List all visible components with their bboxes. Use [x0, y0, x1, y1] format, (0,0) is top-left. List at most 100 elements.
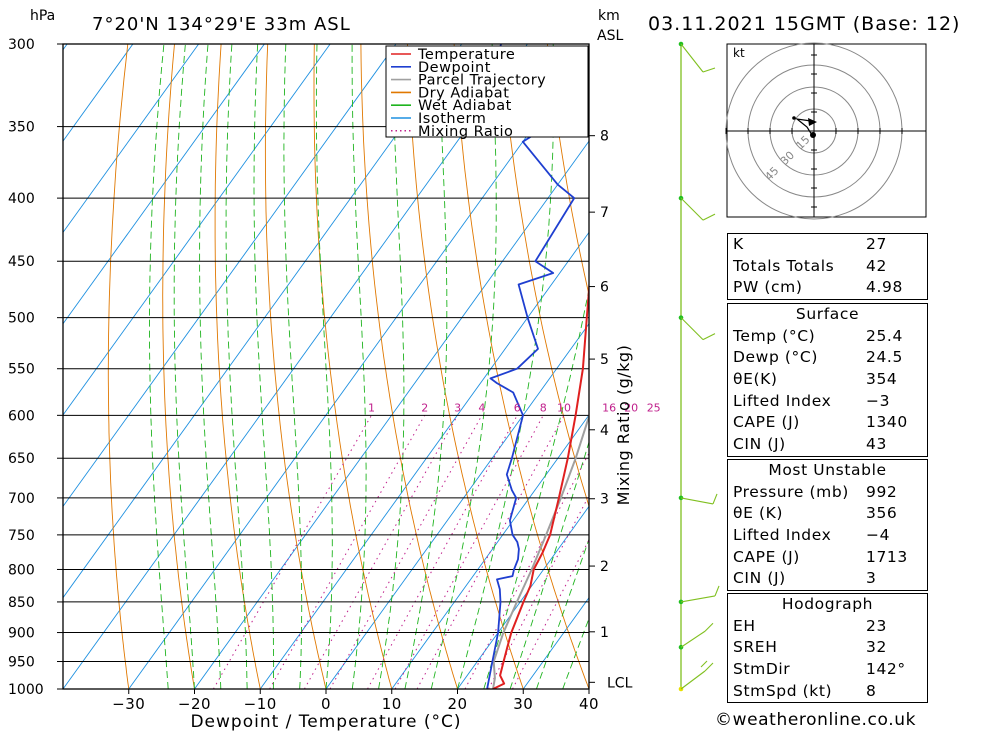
dry-adiabat-line: [107, 44, 130, 689]
most-unstable-row: CIN (J) 3: [728, 568, 927, 590]
index-label: Pressure (mb): [733, 482, 849, 501]
mixing-ratio-label: 4: [478, 401, 485, 414]
index-label: StmSpd (kt): [733, 681, 833, 700]
index-label: CAPE (J): [733, 413, 800, 432]
mixing-ratio-line: [303, 415, 459, 689]
datetime-title: 03.11.2021 15GMT (Base: 12): [648, 13, 960, 35]
wet-adiabat-line: [562, 617, 589, 689]
hodograph-point: [792, 116, 796, 120]
isotherm-line: [194, 140, 589, 689]
height-tick-label: 5: [600, 352, 609, 368]
temperature-tick-label: 0: [321, 695, 331, 713]
x-axis-title: Dewpoint / Temperature (°C): [190, 712, 461, 732]
temperature-tick-label: 40: [579, 695, 599, 713]
isotherm-line: [0, 44, 1, 689]
dry-adiabat-line: [214, 44, 261, 689]
wet-adiabat-line: [173, 44, 195, 689]
isotherm-line: [325, 322, 589, 689]
pressure-tick-label: 300: [8, 37, 35, 53]
index-value: 23: [866, 616, 887, 635]
wind-barb-shaft: [680, 497, 714, 505]
index-row-totals: Totals Totals 42: [728, 256, 927, 278]
pressure-tick-label: 750: [8, 528, 35, 544]
pressure-tick-label: 950: [8, 655, 35, 671]
hodograph-row: StmSpd (kt) 8: [728, 681, 927, 703]
index-value: 43: [866, 435, 887, 454]
most-unstable-box: Most Unstable Pressure (mb) 992 θE (K) 356…: [727, 459, 928, 592]
index-label: CIN (J): [733, 435, 786, 454]
credit-link[interactable]: ©weatheronline.co.uk: [715, 710, 917, 730]
index-value: 356: [866, 504, 898, 523]
hodograph-trace: [794, 118, 813, 136]
legend-label: Dry Adiabat: [418, 85, 509, 101]
index-value: −4: [866, 526, 891, 545]
hodograph-row: StmDir 142°: [728, 659, 927, 681]
index-value: 142°: [866, 660, 906, 679]
pressure-tick-label: 500: [8, 311, 35, 327]
legend-label: Parcel Trajectory: [418, 73, 546, 89]
hodograph-indices-box: Hodograph EH 23 SREH 32 StmDir 142° StmSpd …: [727, 593, 928, 704]
mixing-ratio-label: 25: [647, 401, 661, 414]
pressure-axis: 300 350 400 450 500 550 600 650 700 750 800 850 900 9…: [8, 37, 63, 698]
index-value: 42: [866, 256, 887, 275]
wind-barb-shaft: [680, 630, 706, 648]
dry-adiabat-line: [920, 44, 1000, 689]
mixing-ratio-label: 1: [368, 401, 375, 414]
surface-title: Surface: [795, 305, 860, 323]
most-unstable-row: Lifted Index −4: [728, 525, 927, 547]
index-value: −3: [866, 391, 891, 410]
lcl-label: LCL: [607, 675, 633, 691]
general-indices-box: K 27 Totals Totals 42 PW (cm) 4.98: [727, 233, 928, 301]
dry-adiabat-line: [546, 44, 589, 297]
hodograph-row: SREH 32: [728, 637, 927, 659]
profile-dewpoint: [483, 44, 576, 689]
sounding-profiles: [483, 44, 589, 689]
wind-barb-shaft: [680, 317, 704, 341]
temperature-tick-label: 20: [447, 695, 467, 713]
index-label: Lifted Index: [733, 391, 832, 410]
temperature-tick-label: −30: [112, 695, 145, 713]
wind-barb-shaft: [680, 670, 706, 690]
wind-barb-shaft: [680, 197, 704, 221]
isotherm-line: [63, 44, 463, 599]
index-label: θE(K): [733, 370, 778, 389]
mixing-ratio-label: 2: [421, 401, 428, 414]
wind-barb-flag: [704, 622, 714, 632]
wet-adiabat-line: [225, 44, 248, 689]
mixing-ratio-axis-title: Mixing Ratio (g/kg): [614, 345, 633, 506]
temperature-tick-label: 10: [382, 695, 402, 713]
mixing-ratio-line: [394, 415, 544, 689]
pressure-tick-label: 350: [8, 120, 35, 136]
index-label: PW (cm): [733, 278, 803, 297]
height-tick-label: 6: [600, 280, 609, 296]
index-row-pw: PW (cm) 4.98: [728, 277, 927, 299]
mixing-ratio-line: [329, 415, 483, 689]
surface-row: Dewp (°C) 24.5: [728, 347, 927, 369]
index-value: 1713: [866, 547, 908, 566]
most-unstable-row: θE (K) 356: [728, 503, 927, 525]
mixing-ratio-label: 6: [514, 401, 521, 414]
index-label: K: [733, 235, 744, 253]
wind-barb-flag: [702, 333, 716, 341]
wet-adiabat-line: [457, 44, 555, 689]
height-tick-label: 4: [600, 423, 609, 439]
index-value: 354: [866, 370, 898, 389]
km-unit-label: km: [598, 8, 620, 24]
index-value: 4.98: [866, 278, 903, 297]
height-tick-label: 1: [600, 625, 609, 641]
height-axis: 8 7 6 5 4 3 2 1 LCL: [589, 129, 633, 691]
isotherm-line: [457, 505, 589, 689]
pressure-tick-label: 900: [8, 626, 35, 642]
storm-motion-point: [810, 132, 816, 138]
temperature-tick-label: −10: [244, 695, 277, 713]
isotherm-line: [63, 44, 200, 234]
index-row-k: K 27: [728, 234, 927, 256]
mixing-ratio-label: 10: [557, 401, 571, 414]
wind-barb-flag: [712, 493, 718, 505]
index-value: 1340: [866, 413, 908, 432]
index-label: CIN (J): [733, 569, 786, 588]
wind-barb-flag: [704, 662, 714, 672]
